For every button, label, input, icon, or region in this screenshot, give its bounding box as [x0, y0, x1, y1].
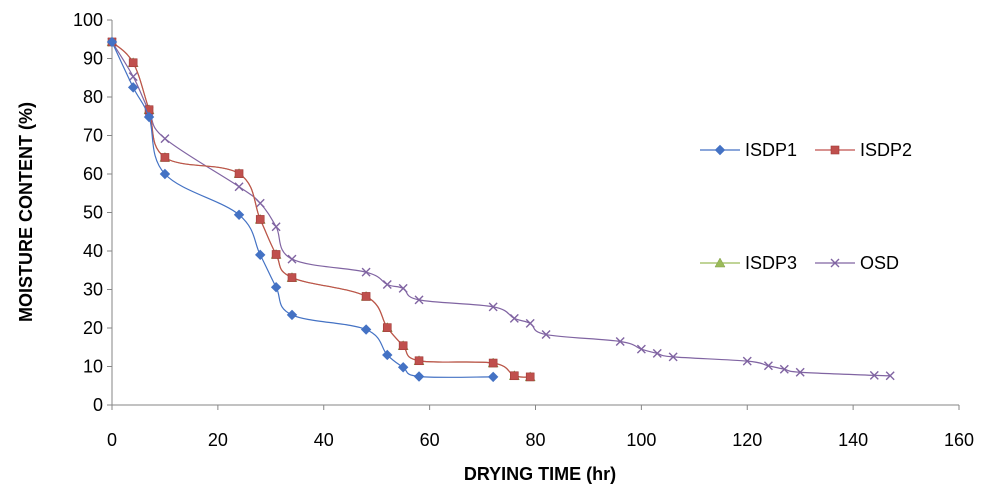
data-point-isdp1	[143, 111, 155, 123]
y-tick-label: 100	[73, 10, 103, 30]
data-point-isdp1	[255, 249, 266, 261]
legend-swatch-marker	[830, 145, 840, 155]
data-point-isdp2	[488, 358, 498, 368]
x-tick-label: 140	[838, 430, 868, 450]
series-line-isdp3	[111, 41, 531, 378]
data-point-osd	[779, 364, 789, 374]
legend: ISDP1 ISDP2 ISDP3 OSD	[700, 140, 912, 273]
x-tick-label: 80	[525, 430, 545, 450]
series-line-isdp2	[111, 41, 531, 378]
data-point-isdp1	[159, 168, 171, 180]
data-point-isdp2	[234, 169, 244, 178]
data-point-isdp1	[127, 82, 139, 93]
data-point-isdp2	[525, 372, 535, 382]
series-line-osd	[111, 41, 891, 377]
legend-swatch-marker	[714, 144, 726, 156]
data-point-osd	[488, 302, 498, 312]
data-point-isdp1	[286, 309, 298, 321]
data-point-isdp2	[414, 356, 424, 366]
x-axis-title: DRYING TIME (hr)	[464, 464, 616, 484]
legend-item-isdp3: ISDP3	[700, 253, 797, 273]
y-tick-label: 20	[83, 318, 103, 338]
data-point-osd	[615, 336, 625, 346]
y-tick-label: 50	[83, 203, 103, 223]
series-osd	[107, 37, 895, 381]
x-tick-label: 120	[732, 430, 762, 450]
y-tick-label: 40	[83, 241, 103, 261]
y-tick-label: 80	[83, 87, 103, 107]
x-tick-label: 100	[626, 430, 656, 450]
data-point-isdp2	[382, 323, 392, 332]
data-point-isdp1	[360, 324, 372, 335]
data-point-osd	[234, 182, 244, 192]
y-tick-label: 0	[93, 395, 103, 415]
data-point-isdp2	[128, 58, 138, 68]
series-isdp3	[106, 36, 536, 382]
data-point-osd	[160, 134, 170, 144]
series-layer	[106, 36, 895, 383]
data-point-osd	[763, 361, 773, 371]
legend-label: ISDP2	[860, 140, 912, 160]
data-point-osd	[255, 198, 265, 208]
x-axis-ticks: 0 20 40 60 80 100 120 140 160	[107, 405, 974, 450]
data-point-isdp1	[106, 36, 118, 48]
legend-label: ISDP1	[745, 140, 797, 160]
legend-item-isdp1: ISDP1	[700, 140, 797, 160]
data-point-isdp1	[233, 209, 245, 221]
data-point-osd	[509, 313, 519, 323]
series-isdp1	[106, 36, 499, 383]
data-point-osd	[541, 330, 551, 340]
data-point-isdp1	[487, 371, 499, 383]
legend-item-isdp2: ISDP2	[815, 140, 912, 160]
x-tick-label: 20	[208, 430, 228, 450]
data-point-osd	[525, 318, 535, 328]
data-point-isdp2	[510, 371, 519, 381]
data-point-isdp2	[271, 250, 281, 259]
y-tick-label: 70	[83, 126, 103, 146]
x-tick-label: 60	[420, 430, 440, 450]
legend-swatch-marker	[714, 257, 726, 268]
data-point-isdp2	[255, 215, 265, 224]
legend-swatch-marker	[830, 258, 840, 268]
data-point-osd	[636, 344, 646, 354]
y-tick-label: 60	[83, 164, 103, 184]
data-point-isdp2	[361, 292, 371, 301]
data-point-isdp1	[397, 362, 409, 373]
data-point-osd	[795, 367, 805, 377]
x-tick-label: 0	[107, 430, 117, 450]
series-line-isdp1	[111, 41, 494, 378]
data-point-osd	[361, 267, 371, 277]
data-point-isdp2	[160, 153, 170, 162]
data-point-osd	[652, 348, 662, 358]
legend-item-osd: OSD	[815, 253, 899, 273]
data-point-isdp2	[287, 273, 297, 282]
data-point-osd	[414, 295, 424, 305]
data-point-osd	[287, 254, 297, 264]
y-axis-ticks: 0 10 20 30 40 50 60 70 80 90 100	[73, 10, 112, 415]
legend-label: OSD	[860, 253, 899, 273]
x-tick-label: 160	[944, 430, 974, 450]
data-point-osd	[885, 371, 895, 381]
data-point-osd	[128, 72, 138, 82]
data-point-isdp1	[413, 371, 425, 382]
data-point-osd	[668, 352, 678, 362]
data-point-isdp1	[270, 281, 282, 293]
legend-label: ISDP3	[745, 253, 797, 273]
data-point-isdp1	[382, 349, 393, 361]
data-point-osd	[271, 222, 281, 232]
data-point-osd	[869, 370, 879, 380]
data-point-osd	[382, 280, 392, 289]
data-point-osd	[398, 283, 408, 293]
y-tick-label: 10	[83, 357, 103, 377]
data-point-osd	[742, 356, 752, 366]
y-tick-label: 30	[83, 280, 103, 300]
series-isdp2	[107, 37, 535, 382]
y-axis-title: MOISTURE CONTENT (%)	[16, 102, 36, 322]
y-tick-label: 90	[83, 49, 103, 69]
x-tick-label: 40	[314, 430, 334, 450]
data-point-isdp2	[398, 341, 408, 351]
